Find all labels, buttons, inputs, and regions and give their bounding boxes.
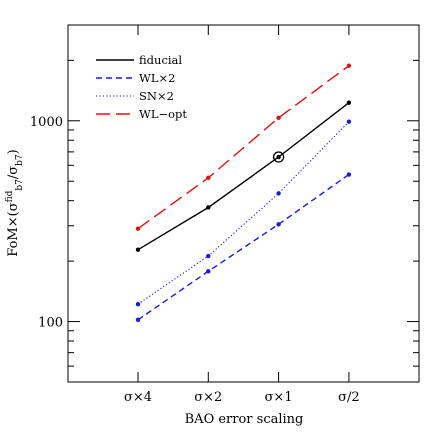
y-label-mid: /σ xyxy=(6,166,21,179)
y-label-end: ) xyxy=(6,149,21,154)
data-point xyxy=(206,205,211,210)
y-tick-labels: 100 1000 xyxy=(30,115,63,331)
legend-label: fiducial xyxy=(139,53,182,67)
series-line xyxy=(137,65,350,230)
data-point xyxy=(135,302,141,307)
data-point xyxy=(206,253,211,259)
x-tick-label: σ×4 xyxy=(124,390,152,405)
y-label-sup1: fid xyxy=(5,190,15,202)
series-fiducial xyxy=(135,100,352,252)
y-label-sub1: b7 xyxy=(15,179,25,191)
axis-ticks xyxy=(68,24,419,383)
series-wl-2 xyxy=(135,172,352,323)
x-tick-labels: σ×4 σ×2 σ×1 σ/2 xyxy=(124,390,360,405)
series-wl-opt xyxy=(135,63,352,231)
data-point xyxy=(346,172,352,177)
x-tick-label: σ×1 xyxy=(265,390,293,405)
series-sn-2 xyxy=(135,119,352,307)
series-line xyxy=(137,102,350,251)
y-label-main: FoM×(σ xyxy=(6,202,21,256)
y-tick-label: 100 xyxy=(38,316,63,331)
data-point xyxy=(206,175,211,181)
data-point xyxy=(135,226,141,231)
series-layer xyxy=(135,63,352,323)
series-line xyxy=(137,121,350,305)
y-tick-label: 1000 xyxy=(30,115,63,130)
data-point xyxy=(276,115,281,120)
data-point xyxy=(346,63,352,68)
data-point xyxy=(206,269,211,274)
data-point xyxy=(346,100,352,105)
legend: fiducial WL×2 SN×2 WL−opt xyxy=(96,53,187,121)
legend-label: WL×2 xyxy=(139,71,175,85)
x-tick-label: σ×2 xyxy=(194,390,222,405)
data-point xyxy=(135,317,141,323)
legend-label: SN×2 xyxy=(139,89,174,103)
highlight-ring xyxy=(272,151,285,163)
data-point xyxy=(276,222,281,227)
series-line xyxy=(137,173,350,321)
plot-frame xyxy=(67,24,420,383)
x-tick-label: σ/2 xyxy=(338,390,360,405)
x-axis-label: BAO error scaling xyxy=(185,412,304,427)
data-point xyxy=(346,119,352,124)
data-point xyxy=(276,191,281,196)
data-point xyxy=(135,247,141,252)
legend-label: WL−opt xyxy=(139,107,187,121)
y-label-sub2: b7 xyxy=(15,154,25,166)
y-axis-label: FoM×(σfidb7/σb7) xyxy=(5,149,25,256)
data-point xyxy=(276,154,281,160)
